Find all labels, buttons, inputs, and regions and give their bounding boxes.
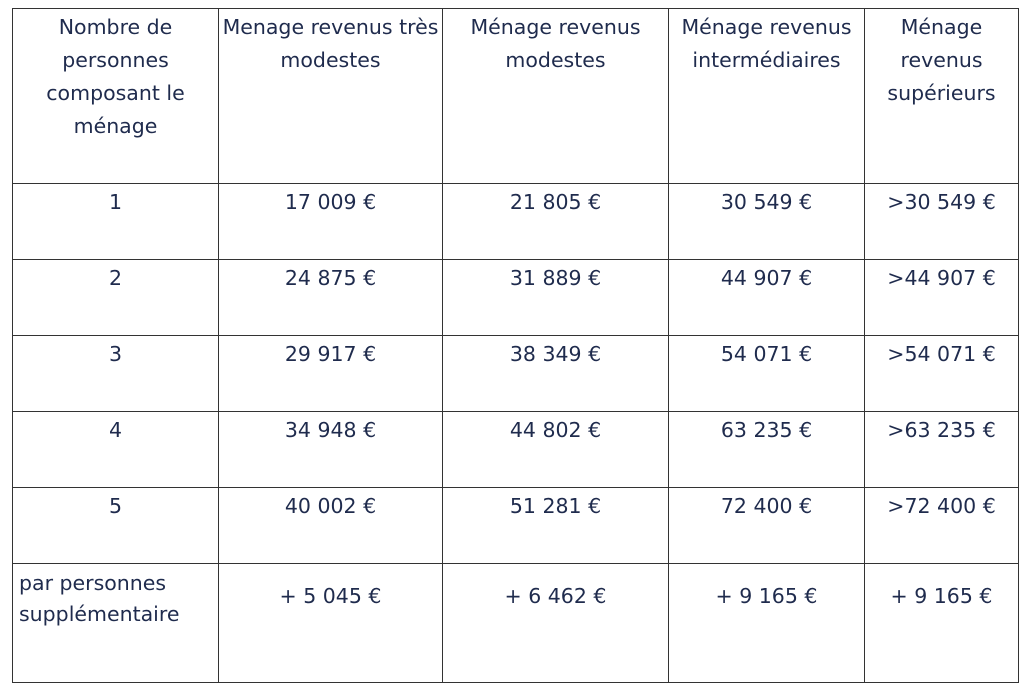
table-row: 2 24 875 € 31 889 € 44 907 € >44 907 €	[12, 259, 1019, 336]
table-cell: >30 549 €	[864, 183, 1019, 260]
table-cell: + 5 045 €	[218, 563, 443, 683]
table-cell: 51 281 €	[442, 487, 669, 564]
header-modest-income: Ménage revenus modestes	[442, 8, 669, 184]
header-higher-income: Ménage revenus supérieurs	[864, 8, 1019, 184]
table-cell: 24 875 €	[218, 259, 443, 336]
household-size-cell: 5	[12, 487, 219, 564]
header-very-modest-income: Menage revenus très modestes	[218, 8, 443, 184]
table-cell: >44 907 €	[864, 259, 1019, 336]
table-cell: + 6 462 €	[442, 563, 669, 683]
table-cell: 63 235 €	[668, 411, 865, 488]
income-threshold-table: Nombre de personnes composant le ménage …	[12, 8, 1019, 683]
table-cell: 31 889 €	[442, 259, 669, 336]
table-cell: 54 071 €	[668, 335, 865, 412]
table-cell: 30 549 €	[668, 183, 865, 260]
header-household-size: Nombre de personnes composant le ménage	[12, 8, 219, 184]
table-cell: 72 400 €	[668, 487, 865, 564]
table-cell: >54 071 €	[864, 335, 1019, 412]
table-cell: 29 917 €	[218, 335, 443, 412]
table-cell: 17 009 €	[218, 183, 443, 260]
table-header-row: Nombre de personnes composant le ménage …	[12, 8, 1019, 184]
table-row: 3 29 917 € 38 349 € 54 071 € >54 071 €	[12, 335, 1019, 412]
table-cell: >63 235 €	[864, 411, 1019, 488]
table-cell: + 9 165 €	[864, 563, 1019, 683]
table-row: 5 40 002 € 51 281 € 72 400 € >72 400 €	[12, 487, 1019, 564]
household-size-cell: 2	[12, 259, 219, 336]
table-row-additional-person: par personnes supplémentaire + 5 045 € +…	[12, 563, 1019, 683]
table-cell: >72 400 €	[864, 487, 1019, 564]
table-row: 4 34 948 € 44 802 € 63 235 € >63 235 €	[12, 411, 1019, 488]
table-cell: 21 805 €	[442, 183, 669, 260]
household-size-cell: 3	[12, 335, 219, 412]
table-cell: 34 948 €	[218, 411, 443, 488]
additional-person-label: par personnes supplémentaire	[12, 563, 219, 683]
header-intermediate-income: Ménage revenus intermédiaires	[668, 8, 865, 184]
table-cell: 38 349 €	[442, 335, 669, 412]
table-cell: + 9 165 €	[668, 563, 865, 683]
household-size-cell: 1	[12, 183, 219, 260]
household-size-cell: 4	[12, 411, 219, 488]
table-cell: 44 802 €	[442, 411, 669, 488]
table-cell: 44 907 €	[668, 259, 865, 336]
table-cell: 40 002 €	[218, 487, 443, 564]
table-row: 1 17 009 € 21 805 € 30 549 € >30 549 €	[12, 183, 1019, 260]
